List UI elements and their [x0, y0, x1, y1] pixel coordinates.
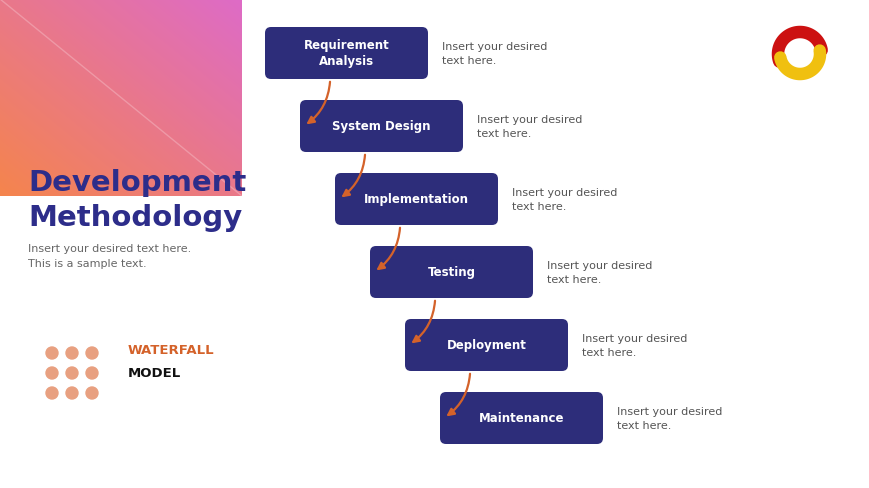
Text: Testing: Testing [427, 266, 475, 279]
Text: Insert your desired text here.
This is a sample text.: Insert your desired text here. This is a… [28, 244, 191, 269]
FancyBboxPatch shape [405, 319, 567, 371]
Circle shape [46, 367, 58, 379]
Text: Insert your desired
text here.: Insert your desired text here. [512, 187, 617, 212]
FancyBboxPatch shape [369, 246, 533, 298]
Text: Insert your desired
text here.: Insert your desired text here. [476, 115, 581, 139]
FancyBboxPatch shape [440, 392, 602, 444]
Circle shape [86, 367, 98, 379]
Text: Development: Development [28, 169, 246, 197]
Circle shape [86, 347, 98, 359]
Text: MODEL: MODEL [128, 367, 181, 380]
Circle shape [46, 387, 58, 399]
FancyBboxPatch shape [265, 28, 428, 80]
Circle shape [66, 347, 78, 359]
FancyBboxPatch shape [335, 174, 497, 225]
Text: Requirement
Analysis: Requirement Analysis [303, 40, 389, 68]
Text: WATERFALL: WATERFALL [128, 344, 215, 357]
Circle shape [46, 347, 58, 359]
Circle shape [66, 387, 78, 399]
Text: Methodology: Methodology [28, 203, 242, 231]
Text: Deployment: Deployment [446, 339, 526, 352]
FancyBboxPatch shape [300, 101, 462, 153]
Circle shape [86, 387, 98, 399]
Circle shape [66, 367, 78, 379]
Text: Insert your desired
text here.: Insert your desired text here. [547, 261, 652, 285]
Text: System Design: System Design [332, 120, 430, 133]
Text: Maintenance: Maintenance [478, 412, 564, 425]
Text: Insert your desired
text here.: Insert your desired text here. [441, 42, 547, 66]
Text: Insert your desired
text here.: Insert your desired text here. [581, 333, 687, 357]
Text: Implementation: Implementation [363, 193, 468, 206]
Text: Insert your desired
text here.: Insert your desired text here. [616, 406, 721, 430]
